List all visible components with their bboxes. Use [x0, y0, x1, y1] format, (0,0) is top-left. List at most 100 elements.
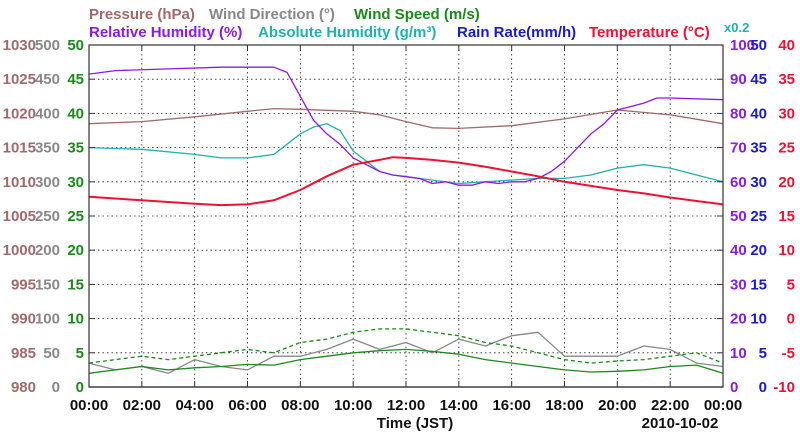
y-tick-label-pressure: 1015: [3, 140, 36, 157]
y-tick-label-wind-direction: 500: [35, 37, 60, 54]
y-tick-label-temperature: 35: [778, 71, 795, 88]
legend-temperature: Temperature (°C): [589, 24, 710, 41]
x-tick-label: 14:00: [440, 397, 478, 414]
y-tick-label-temperature: 20: [778, 174, 795, 191]
y-tick-label-rain-rate: 20: [750, 242, 767, 259]
legend-wind-speed: Wind Speed (m/s): [354, 6, 480, 23]
y-tick-label-pressure: 990: [11, 311, 36, 328]
series-temperature: [88, 156, 724, 207]
y-tick-label-wind-speed: 0: [76, 379, 84, 396]
series-relative-humidity: [88, 66, 724, 186]
y-tick-label-wind-direction: 300: [35, 174, 60, 191]
y-tick-label-relative-humidity: 40: [730, 242, 747, 259]
y-tick-label-relative-humidity: 50: [730, 208, 747, 225]
x-tick-label: 00:00: [70, 397, 108, 414]
legend-absolute-humidity: Absolute Humidity (g/m³): [258, 24, 436, 41]
y-tick-label-wind-speed: 50: [67, 37, 84, 54]
y-tick-label-wind-direction: 150: [35, 276, 60, 293]
y-tick-label-wind-speed: 30: [67, 174, 84, 191]
y-tick-label-wind-speed: 35: [67, 140, 84, 157]
y-tick-label-wind-direction: 200: [35, 242, 60, 259]
y-tick-label-rain-rate: 45: [750, 71, 767, 88]
y-tick-label-rain-rate: 25: [750, 208, 767, 225]
x-tick-label: 10:00: [334, 397, 372, 414]
x-tick-label: 08:00: [281, 397, 319, 414]
y-tick-label-pressure: 1025: [3, 71, 36, 88]
x-tick-label: 16:00: [492, 397, 530, 414]
series-wind-speed: [88, 348, 724, 374]
y-tick-label-rain-rate: 15: [750, 276, 767, 293]
y-tick-label-wind-speed: 15: [67, 276, 84, 293]
y-tick-label-relative-humidity: 80: [730, 105, 747, 122]
y-tick-label-wind-speed: 40: [67, 105, 84, 122]
x-tick-label: 04:00: [175, 397, 213, 414]
x-tick-label: 18:00: [545, 397, 583, 414]
x-tick-label: 06:00: [228, 397, 266, 414]
y-tick-label-wind-direction: 50: [43, 345, 60, 362]
y-tick-label-relative-humidity: 0: [730, 379, 738, 396]
series-wind-speed-gust: [88, 328, 724, 364]
y-tick-label-rain-rate: 40: [750, 105, 767, 122]
y-tick-label-rain-rate: 35: [750, 140, 767, 157]
y-tick-label-relative-humidity: 100: [730, 37, 755, 54]
y-tick-label-temperature: 5: [787, 276, 795, 293]
y-tick-label-relative-humidity: 70: [730, 140, 747, 157]
y-tick-label-pressure: 1030: [3, 37, 36, 54]
y-tick-label-wind-speed: 10: [67, 311, 84, 328]
y-tick-label-pressure: 980: [11, 379, 36, 396]
x-axis-title: Time (JST): [377, 415, 453, 432]
grid: [89, 45, 723, 387]
y-tick-label-wind-direction: 0: [52, 379, 60, 396]
y-tick-label-temperature: -10: [773, 379, 795, 396]
x-tick-label: 20:00: [598, 397, 636, 414]
legend-relative-humidity: Relative Humidity (%): [89, 24, 242, 41]
y-tick-label-wind-direction: 400: [35, 105, 60, 122]
x-tick-label: 12:00: [387, 397, 425, 414]
y-tick-label-wind-direction: 450: [35, 71, 60, 88]
legend-wind-direction: Wind Direction (°): [209, 6, 335, 23]
y-tick-label-temperature: 30: [778, 105, 795, 122]
y-tick-label-relative-humidity: 60: [730, 174, 747, 191]
date-label: 2010-10-02: [642, 415, 719, 432]
legend-pressure: Pressure (hPa): [89, 6, 195, 23]
legend-rain-rate: Rain Rate(mm/h): [457, 24, 576, 41]
series-wind-direction: [88, 331, 724, 374]
rain-scale-note: x0.2: [724, 20, 749, 35]
y-tick-label-pressure: 1020: [3, 105, 36, 122]
y-tick-label-rain-rate: 5: [759, 345, 767, 362]
y-tick-label-relative-humidity: 90: [730, 71, 747, 88]
legend: Pressure (hPa) Wind Direction (°) Wind S…: [89, 6, 749, 41]
y-tick-label-pressure: 995: [11, 276, 36, 293]
y-tick-label-rain-rate: 10: [750, 311, 767, 328]
axes: 00:00 02:00 04:00 06:00 08:00 10:00 12:00 14:00…: [3, 37, 795, 414]
x-tick-label: 22:00: [651, 397, 689, 414]
y-tick-label-wind-direction: 100: [35, 311, 60, 328]
y-tick-label-wind-speed: 20: [67, 242, 84, 259]
y-tick-label-wind-speed: 5: [76, 345, 84, 362]
y-tick-label-rain-rate: 50: [750, 37, 767, 54]
y-tick-label-temperature: 25: [778, 140, 795, 157]
y-tick-label-relative-humidity: 30: [730, 276, 747, 293]
y-tick-label-temperature: -5: [782, 345, 795, 362]
y-tick-label-pressure: 1005: [3, 208, 36, 225]
y-tick-label-temperature: 15: [778, 208, 795, 225]
y-tick-label-temperature: 10: [778, 242, 795, 259]
y-tick-label-wind-direction: 350: [35, 140, 60, 157]
y-tick-label-pressure: 1000: [3, 242, 36, 259]
y-tick-label-temperature: 40: [778, 37, 795, 54]
y-tick-label-rain-rate: 30: [750, 174, 767, 191]
x-tick-label: 02:00: [123, 397, 161, 414]
series-pressure: [88, 107, 724, 130]
y-tick-label-rain-rate: 0: [759, 379, 767, 396]
y-tick-label-pressure: 985: [11, 345, 36, 362]
y-tick-label-wind-direction: 250: [35, 208, 60, 225]
y-tick-label-temperature: 0: [787, 311, 795, 328]
y-tick-label-relative-humidity: 10: [730, 345, 747, 362]
y-tick-label-pressure: 1010: [3, 174, 36, 191]
x-tick-label: 00:00: [704, 397, 742, 414]
y-tick-label-relative-humidity: 20: [730, 311, 747, 328]
y-tick-label-wind-speed: 25: [67, 208, 84, 225]
